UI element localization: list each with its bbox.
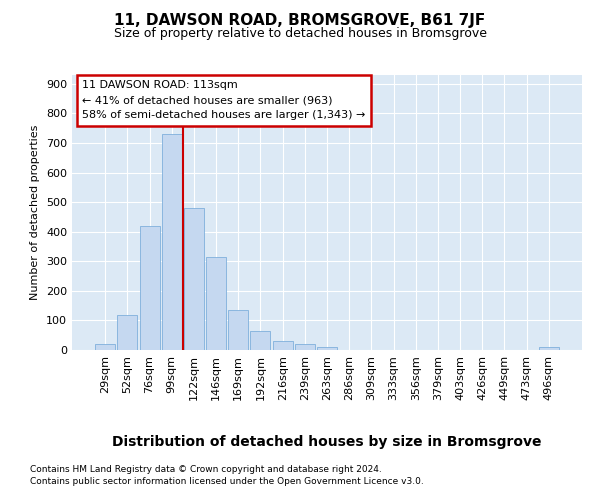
Bar bbox=[95, 344, 115, 350]
Bar bbox=[295, 344, 315, 350]
Bar bbox=[228, 310, 248, 350]
Bar bbox=[206, 257, 226, 350]
Bar bbox=[118, 314, 137, 350]
Text: Contains public sector information licensed under the Open Government Licence v3: Contains public sector information licen… bbox=[30, 478, 424, 486]
Y-axis label: Number of detached properties: Number of detached properties bbox=[31, 125, 40, 300]
Text: Distribution of detached houses by size in Bromsgrove: Distribution of detached houses by size … bbox=[112, 435, 542, 449]
Bar bbox=[162, 134, 182, 350]
Text: 11, DAWSON ROAD, BROMSGROVE, B61 7JF: 11, DAWSON ROAD, BROMSGROVE, B61 7JF bbox=[115, 12, 485, 28]
Text: Size of property relative to detached houses in Bromsgrove: Size of property relative to detached ho… bbox=[113, 28, 487, 40]
Bar bbox=[140, 226, 160, 350]
Text: Contains HM Land Registry data © Crown copyright and database right 2024.: Contains HM Land Registry data © Crown c… bbox=[30, 465, 382, 474]
Bar bbox=[539, 347, 559, 350]
Bar bbox=[317, 347, 337, 350]
Text: 11 DAWSON ROAD: 113sqm
← 41% of detached houses are smaller (963)
58% of semi-de: 11 DAWSON ROAD: 113sqm ← 41% of detached… bbox=[82, 80, 365, 120]
Bar bbox=[272, 341, 293, 350]
Bar bbox=[250, 331, 271, 350]
Bar bbox=[184, 208, 204, 350]
